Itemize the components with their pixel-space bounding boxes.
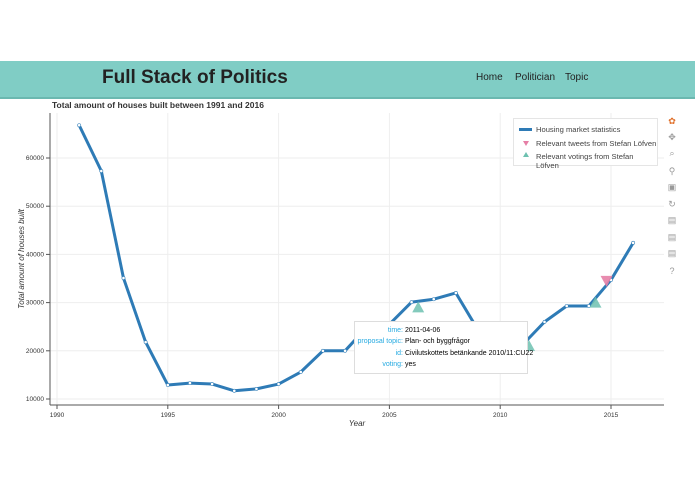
hover-icon[interactable]: ▤: [667, 215, 677, 225]
data-point: [232, 388, 237, 393]
voting-marker: [412, 301, 425, 313]
legend-item: Relevant votings from Stefan Löfven: [536, 152, 634, 170]
x-tick-label: 2005: [382, 412, 397, 419]
x-tick-label: 1990: [50, 412, 65, 419]
legend-item: Relevant tweets from Stefan Löfven: [536, 139, 657, 148]
reset-icon[interactable]: ↻: [668, 199, 676, 209]
data-point: [99, 169, 104, 173]
y-tick-label: 60000: [26, 155, 44, 162]
nav-politician[interactable]: Politician: [515, 72, 556, 83]
data-point: [165, 383, 170, 387]
data-point: [453, 291, 458, 295]
data-point: [188, 381, 192, 385]
nav-topic[interactable]: Topic: [565, 72, 589, 83]
data-point: [564, 304, 569, 308]
legend-tweet-swatch: [523, 141, 529, 146]
y-axis-label: Total amount of houses built: [17, 208, 26, 309]
pan-icon[interactable]: ✥: [668, 132, 676, 142]
data-point: [143, 340, 148, 345]
data-point: [121, 276, 126, 280]
bokeh-logo-icon[interactable]: ✿: [668, 116, 676, 126]
header: Full Stack of Politics Home Politician T…: [0, 61, 695, 99]
tooltip-row: proposal topic: Plan- och byggfrågor: [357, 338, 470, 346]
voting-marker: [589, 296, 602, 308]
data-point: [631, 240, 636, 245]
x-axis-label: Year: [349, 419, 366, 428]
x-tick-label: 2015: [604, 412, 619, 419]
data-point: [431, 297, 436, 302]
y-tick-label: 40000: [26, 251, 44, 258]
y-tick-label: 50000: [26, 203, 44, 210]
legend: Housing market statistics Relevant tweet…: [513, 118, 658, 170]
data-point: [343, 348, 347, 353]
data-point: [210, 382, 215, 386]
data-point: [409, 300, 414, 305]
y-tick-label: 10000: [26, 396, 44, 403]
wheel-zoom-icon[interactable]: ⚲: [668, 166, 676, 176]
legend-line-swatch: [519, 128, 532, 131]
save-icon[interactable]: ▣: [667, 182, 677, 192]
y-tick-label: 20000: [26, 348, 44, 355]
x-tick-label: 2010: [493, 412, 508, 419]
tooltip-row: voting: yes: [382, 360, 416, 368]
x-tick-label: 2000: [271, 412, 286, 419]
x-tick-label: 1995: [161, 412, 176, 419]
brand-title[interactable]: Full Stack of Politics: [102, 67, 288, 88]
tweet-marker: [600, 275, 613, 287]
hover-tooltip: time: 2011-04-06 proposal topic: Plan- o…: [354, 321, 534, 375]
data-point: [254, 386, 259, 391]
plot-title: Total amount of houses built between 199…: [52, 100, 264, 110]
hover-icon[interactable]: ▤: [667, 232, 677, 242]
data-point: [321, 348, 325, 353]
data-point: [542, 319, 547, 324]
tooltip-row: id: Civilutskottets betänkande 2010/11:C…: [395, 349, 534, 357]
hover-icon[interactable]: ▤: [667, 248, 677, 258]
tooltip-row: time: 2011-04-06: [387, 327, 441, 334]
data-point: [276, 382, 281, 386]
nav-home[interactable]: Home: [476, 72, 503, 83]
help-icon[interactable]: ?: [669, 266, 675, 276]
data-point: [77, 123, 82, 128]
y-tick-label: 30000: [26, 300, 44, 307]
box-zoom-icon[interactable]: ⌕: [669, 148, 675, 158]
legend-item: Housing market statistics: [536, 125, 621, 134]
data-point: [298, 370, 303, 374]
legend-vote-swatch: [523, 152, 529, 157]
